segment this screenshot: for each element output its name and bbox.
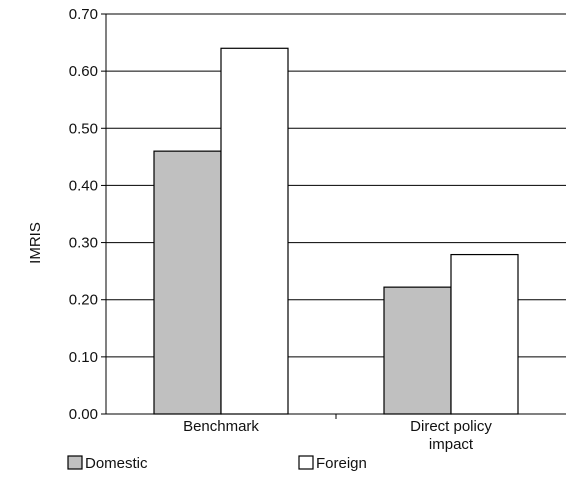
- axes: 0.00 0.10 0.20 0.30 0.40 0.50 0.60 0.70 Benchmar…: [69, 6, 566, 453]
- y-tick-label: 0.70: [69, 6, 98, 23]
- y-tick-label: 0.00: [69, 406, 98, 423]
- legend: Domestic Foreign: [67, 455, 367, 472]
- legend-label-foreign: Foreign: [316, 455, 367, 472]
- y-tick-label: 0.20: [69, 292, 98, 309]
- x-category-label: Direct policy impact: [410, 418, 492, 453]
- y-axis-title: IMRIS: [27, 222, 44, 264]
- x-category-label: Benchmark: [183, 418, 259, 435]
- bar-domestic-1: [383, 286, 452, 415]
- bar-foreign-0: [220, 47, 289, 415]
- y-tick-label: 0.40: [69, 177, 98, 194]
- y-tick-label: 0.30: [69, 235, 98, 252]
- y-tick-label: 0.60: [69, 63, 98, 80]
- bar-foreign-1: [450, 253, 519, 415]
- legend-label-domestic: Domestic: [85, 455, 148, 472]
- y-tick-label: 0.10: [69, 349, 98, 366]
- y-tick-label: 0.50: [69, 120, 98, 137]
- bar-domestic-0: [153, 150, 222, 415]
- bars: [153, 47, 519, 415]
- legend-swatch-foreign: [298, 455, 314, 470]
- legend-swatch-domestic: [67, 455, 83, 470]
